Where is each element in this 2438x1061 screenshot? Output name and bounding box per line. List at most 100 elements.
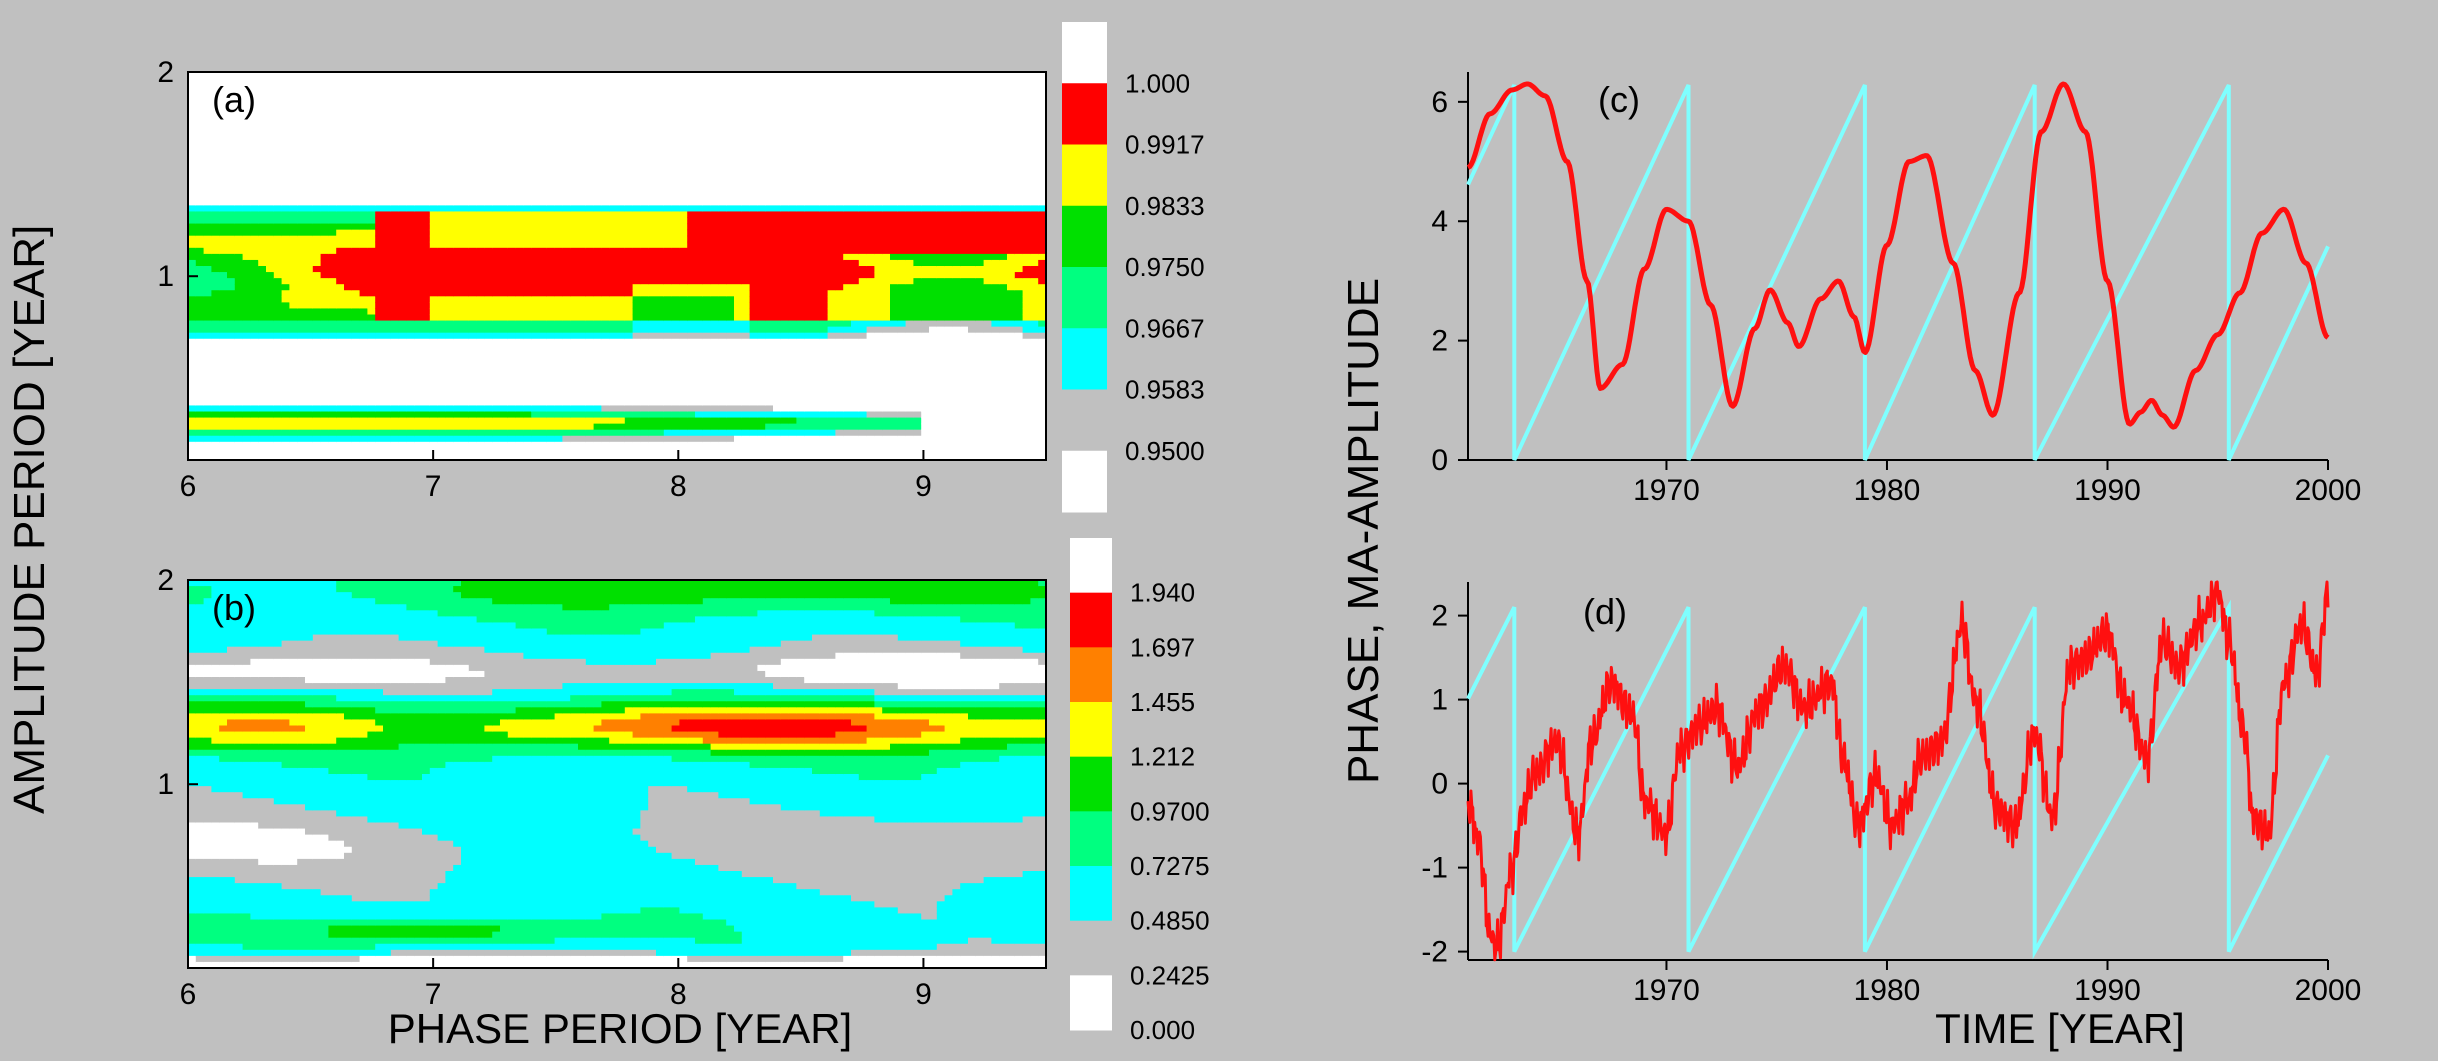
heatmap-cell [414,72,423,79]
heatmap-cell [242,429,251,437]
heatmap-cell [219,375,228,382]
heatmap-cell [422,290,431,297]
heatmap-cell [757,84,766,91]
heatmap-cell [741,90,751,97]
heatmap-cell [507,241,517,249]
heatmap-cell [663,205,673,213]
heatmap-cell [617,156,626,164]
heatmap-cell [570,387,579,394]
heatmap-cell [539,211,548,219]
heatmap-cell [328,96,337,103]
heatmap-cell [531,78,540,85]
heatmap-cell [297,381,306,388]
heatmap-cell [640,356,649,364]
heatmap-cell [687,441,696,449]
heatmap-cell [312,132,322,140]
heatmap-cell [640,235,649,243]
heatmap-cell [656,205,665,213]
heatmap-cell [515,435,524,443]
heatmap-cell [663,217,673,225]
heatmap-cell [297,375,306,382]
heatmap-cell [757,266,766,273]
heatmap-cell [609,399,618,407]
heatmap-cell [383,278,392,285]
heatmap-cell [390,344,400,352]
heatmap-cell [671,447,680,455]
heatmap-cell [578,320,587,328]
heatmap-cell [726,435,735,443]
heatmap-cell [351,320,361,328]
heatmap-cell [640,211,649,219]
heatmap-cell [796,72,805,79]
heatmap-cell [219,223,228,231]
heatmap-cell [188,405,197,413]
heatmap-cell [453,90,462,97]
heatmap-cell [468,320,478,328]
heatmap-cell [773,411,782,419]
heatmap-cell [219,272,228,279]
heatmap-cell [273,423,283,431]
heatmap-cell [765,162,774,170]
heatmap-cell [773,259,782,267]
heatmap-cell [671,441,680,449]
heatmap-cell [390,120,400,128]
heatmap-cell [757,126,766,134]
heatmap-cell [344,211,353,219]
heatmap-cell [437,217,446,225]
heatmap-cell [453,126,462,134]
heatmap-cell [640,411,649,419]
heatmap-cell [429,435,439,443]
heatmap-cell [687,132,696,140]
heatmap-cell [273,332,283,340]
heatmap-cell [788,266,797,273]
heatmap-cell [500,120,509,128]
heatmap-cell [741,138,751,146]
heatmap-cell [320,187,329,194]
heatmap-cell [562,187,571,194]
heatmap-cell [523,181,532,188]
heatmap-cell [539,381,548,388]
heatmap-cell [500,278,509,285]
heatmap-cell [492,229,501,237]
heatmap-cell [484,199,493,206]
heatmap-cell [250,205,259,213]
heatmap-cell [344,193,353,200]
heatmap-cell [414,120,423,128]
heatmap-cell [585,387,595,394]
heatmap-cell [289,84,298,91]
heatmap-cell [702,223,712,231]
heatmap-cell [601,247,610,255]
heatmap-cell [336,411,345,419]
heatmap-cell [632,266,641,273]
heatmap-cell [765,423,774,431]
heatmap-cell [414,435,423,443]
heatmap-cell [445,447,454,455]
heatmap-cell [250,387,259,394]
heatmap-cell [523,417,532,425]
heatmap-cell [718,441,727,449]
heatmap-cell [445,211,454,219]
heatmap-cell [453,72,462,79]
heatmap-cell [609,381,618,388]
heatmap-cell [749,387,758,394]
heatmap-cell [632,332,641,340]
heatmap-cell [383,435,392,443]
heatmap-cell [539,144,548,152]
heatmap-cell [734,235,743,243]
heatmap-cell [297,423,306,431]
heatmap-cell [468,429,478,437]
heatmap-cell [788,211,797,219]
heatmap-cell [702,138,712,146]
heatmap-cell [383,284,392,291]
heatmap-cell [281,332,290,340]
heatmap-cell [780,350,790,358]
heatmap-cell [757,241,766,249]
heatmap-cell [227,278,236,285]
heatmap-cell [624,350,634,358]
heatmap-cell [336,453,345,460]
heatmap-cell [679,314,688,322]
heatmap-cell [656,453,665,460]
heatmap-cell [570,84,579,91]
heatmap-cell [390,381,400,388]
heatmap-cell [398,96,407,103]
